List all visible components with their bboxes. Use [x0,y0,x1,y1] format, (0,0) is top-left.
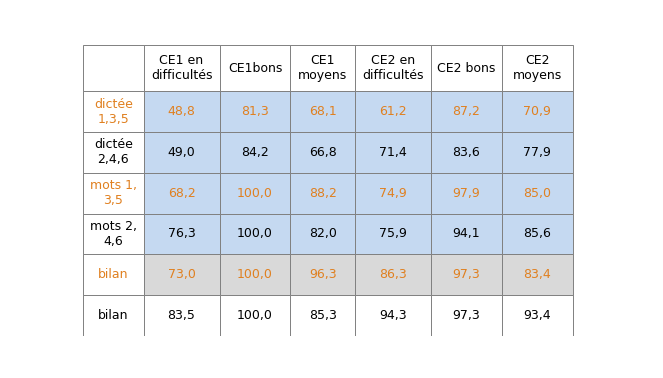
Text: 97,9: 97,9 [452,187,480,200]
Bar [83,91,143,132]
Bar [219,45,290,91]
Text: 94,3: 94,3 [379,310,406,322]
Bar [431,91,502,132]
Bar [290,254,355,295]
Text: mots 1,
3,5: mots 1, 3,5 [90,179,137,207]
Bar [431,254,502,295]
Bar [502,254,573,295]
Bar [431,173,502,214]
Text: 70,9: 70,9 [523,105,551,118]
Text: 75,9: 75,9 [379,228,406,240]
Text: CE1
moyens: CE1 moyens [298,54,347,82]
Text: 73,0: 73,0 [168,268,196,281]
Bar [290,214,355,254]
Text: 100,0: 100,0 [237,228,273,240]
Bar [431,132,502,173]
Bar [502,132,573,173]
Text: 85,3: 85,3 [309,310,337,322]
Bar [83,132,143,173]
Text: 97,3: 97,3 [452,268,480,281]
Bar [219,91,290,132]
Text: 76,3: 76,3 [168,228,196,240]
Text: 83,6: 83,6 [452,146,480,159]
Text: 85,0: 85,0 [523,187,551,200]
Bar [143,132,219,173]
Bar [290,173,355,214]
Bar [502,45,573,91]
Text: 94,1: 94,1 [452,228,480,240]
Bar [355,45,431,91]
Bar [83,214,143,254]
Text: 68,2: 68,2 [168,187,196,200]
Text: bilan: bilan [98,268,129,281]
Text: 97,3: 97,3 [452,310,480,322]
Text: 88,2: 88,2 [309,187,337,200]
Bar [502,173,573,214]
Bar [355,254,431,295]
Bar [219,214,290,254]
Text: dictée
2,4,6: dictée 2,4,6 [93,138,133,166]
Text: 48,8: 48,8 [168,105,196,118]
Text: CE1 en
difficultés: CE1 en difficultés [151,54,212,82]
Text: bilan: bilan [98,310,129,322]
Text: 74,9: 74,9 [379,187,406,200]
Bar [143,214,219,254]
Bar [290,132,355,173]
Text: 100,0: 100,0 [237,310,273,322]
Text: 81,3: 81,3 [241,105,269,118]
Text: 71,4: 71,4 [379,146,406,159]
Bar [143,45,219,91]
Bar [83,173,143,214]
Bar [83,295,143,336]
Text: CE1bons: CE1bons [228,62,282,75]
Text: 84,2: 84,2 [241,146,269,159]
Bar [502,91,573,132]
Text: 100,0: 100,0 [237,187,273,200]
Text: CE2
moyens: CE2 moyens [512,54,562,82]
Bar [83,254,143,295]
Text: dictée
1,3,5: dictée 1,3,5 [93,98,133,126]
Bar [143,295,219,336]
Text: 86,3: 86,3 [379,268,406,281]
Bar [355,132,431,173]
Bar [290,295,355,336]
Text: 82,0: 82,0 [309,228,337,240]
Bar [431,45,502,91]
Text: 85,6: 85,6 [523,228,551,240]
Bar [219,295,290,336]
Bar [355,91,431,132]
Bar [290,91,355,132]
Bar [355,214,431,254]
Bar [143,254,219,295]
Text: 83,4: 83,4 [523,268,551,281]
Bar [431,295,502,336]
Text: 87,2: 87,2 [452,105,480,118]
Bar [355,173,431,214]
Text: 96,3: 96,3 [309,268,336,281]
Bar [143,91,219,132]
Bar [83,45,143,91]
Bar [143,173,219,214]
Bar [431,214,502,254]
Bar [502,214,573,254]
Text: 61,2: 61,2 [379,105,406,118]
Text: mots 2,
4,6: mots 2, 4,6 [90,220,137,248]
Text: 49,0: 49,0 [168,146,196,159]
Text: CE2 bons: CE2 bons [437,62,495,75]
Text: 93,4: 93,4 [523,310,551,322]
Bar [219,254,290,295]
Bar [219,132,290,173]
Bar [502,295,573,336]
Text: 83,5: 83,5 [168,310,196,322]
Text: 68,1: 68,1 [309,105,336,118]
Text: CE2 en
difficultés: CE2 en difficultés [362,54,424,82]
Text: 100,0: 100,0 [237,268,273,281]
Bar [355,295,431,336]
Text: 66,8: 66,8 [309,146,336,159]
Bar [219,173,290,214]
Text: 77,9: 77,9 [523,146,551,159]
Bar [290,45,355,91]
